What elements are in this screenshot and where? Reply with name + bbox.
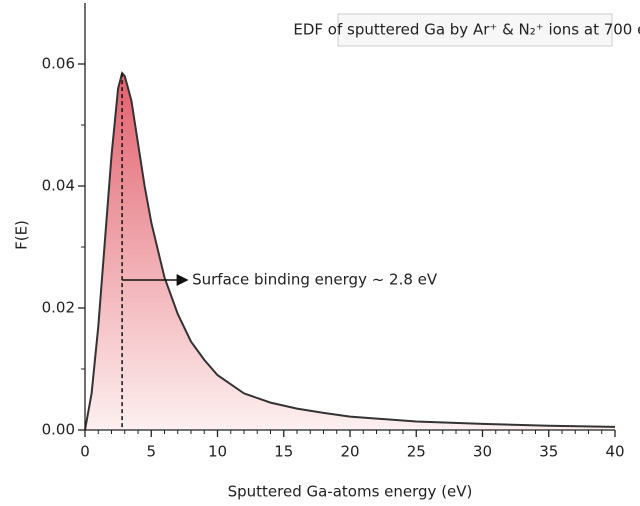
y-tick-label: 0.00 xyxy=(42,421,75,439)
y-axis-label: F(E) xyxy=(13,220,31,250)
x-tick-label: 30 xyxy=(473,443,492,461)
chart-title: EDF of sputtered Ga by Ar⁺ & N₂⁺ ions at… xyxy=(293,21,640,39)
area-fill xyxy=(85,73,615,430)
y-tick-label: 0.06 xyxy=(42,55,75,73)
x-tick-label: 20 xyxy=(340,443,359,461)
x-tick-label: 0 xyxy=(80,443,90,461)
y-tick-label: 0.02 xyxy=(42,299,75,317)
annotation: Surface binding energy ~ 2.8 eV xyxy=(192,271,438,289)
x-tick-label: 40 xyxy=(605,443,624,461)
x-tick-label: 10 xyxy=(208,443,227,461)
x-tick-label: 5 xyxy=(146,443,156,461)
x-axis-label: Sputtered Ga-atoms energy (eV) xyxy=(228,483,473,501)
x-tick-label: 15 xyxy=(274,443,293,461)
title-box xyxy=(337,13,613,47)
x-tick-label: 35 xyxy=(539,443,558,461)
x-tick-label: 25 xyxy=(407,443,426,461)
curve xyxy=(84,71,616,431)
y-tick-label: 0.04 xyxy=(42,177,75,195)
